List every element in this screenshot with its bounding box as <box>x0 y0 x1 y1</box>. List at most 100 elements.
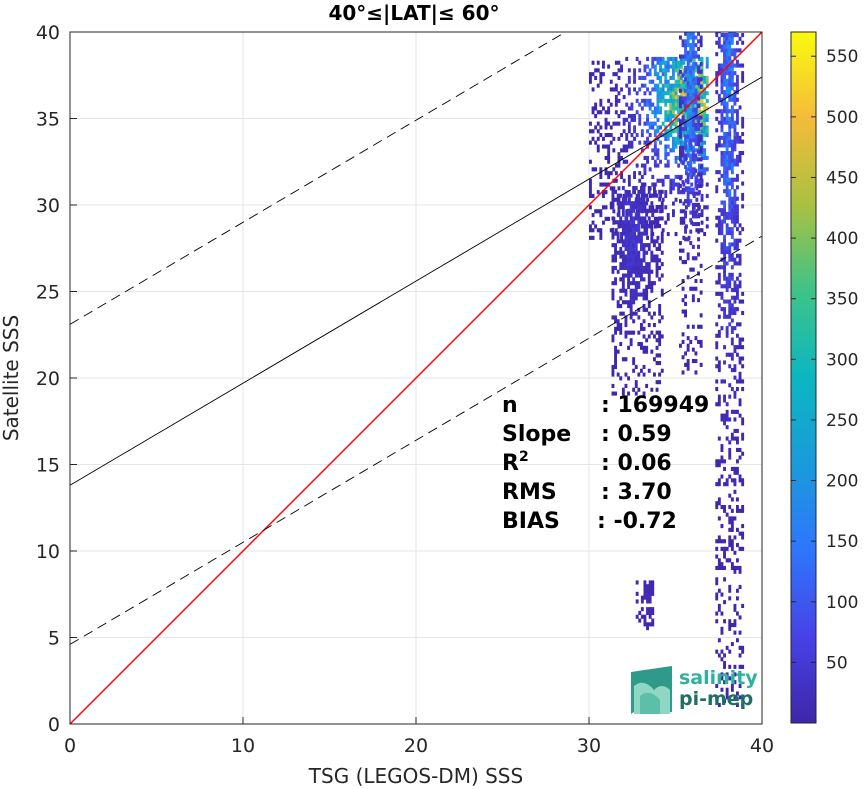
density-cell <box>640 129 644 134</box>
density-cell <box>607 110 611 115</box>
density-cell <box>681 119 685 124</box>
density-cell <box>646 140 649 145</box>
density-cell <box>679 72 683 77</box>
density-cell <box>655 239 659 244</box>
density-cell <box>728 619 732 624</box>
density-cell <box>646 607 649 612</box>
density-cell <box>715 505 719 510</box>
density-cell <box>686 39 690 44</box>
density-cell <box>681 100 685 105</box>
density-cell <box>717 215 721 220</box>
density-cell <box>720 379 724 384</box>
density-cell <box>638 140 642 145</box>
density-cell <box>674 140 678 145</box>
density-cell <box>720 676 724 681</box>
density-cell <box>715 649 719 654</box>
density-cell <box>642 364 646 370</box>
density-cell <box>591 87 595 92</box>
density-cell <box>736 470 739 475</box>
density-cell <box>694 126 698 131</box>
density-cell <box>627 174 631 180</box>
density-cell <box>643 163 647 168</box>
density-cell <box>611 231 615 236</box>
density-cell <box>689 229 693 234</box>
density-cell <box>607 64 611 69</box>
density-cell <box>720 626 724 631</box>
density-cell <box>691 359 695 364</box>
density-cell <box>682 129 686 134</box>
density-cell <box>741 33 745 38</box>
density-cell <box>679 216 683 221</box>
density-cell <box>627 246 630 252</box>
density-cell <box>616 304 620 309</box>
density-cell <box>599 209 603 214</box>
density-cell <box>717 44 721 49</box>
density-cell <box>720 326 724 331</box>
density-cell <box>698 178 701 183</box>
density-cell <box>736 59 739 64</box>
density-cell <box>733 307 737 312</box>
density-cell <box>642 246 646 252</box>
density-cell <box>599 72 603 77</box>
density-cell <box>591 213 595 218</box>
density-cell <box>741 310 745 316</box>
density-cell <box>596 148 600 153</box>
density-cell <box>619 201 623 206</box>
density-cell <box>691 130 695 135</box>
density-cell <box>699 145 703 150</box>
density-cell <box>728 44 732 49</box>
density-cell <box>648 102 652 107</box>
density-cell <box>681 96 685 101</box>
density-cell <box>659 98 662 103</box>
density-cell <box>646 129 649 134</box>
density-cell <box>686 35 690 40</box>
density-cell <box>686 176 690 181</box>
density-cell <box>717 170 721 175</box>
density-cell <box>617 91 621 96</box>
density-cell <box>715 387 719 392</box>
density-cell <box>637 197 641 202</box>
density-cell <box>672 64 675 69</box>
density-cell <box>611 338 615 343</box>
density-cell <box>660 288 664 293</box>
density-cell <box>684 229 687 234</box>
density-cell <box>715 501 719 506</box>
density-cell <box>664 129 668 134</box>
density-cell <box>599 167 603 172</box>
density-cell <box>738 341 742 346</box>
density-cell <box>656 95 660 100</box>
density-cell <box>728 505 732 510</box>
density-cell <box>717 360 721 365</box>
density-cell <box>736 691 739 696</box>
density-cell <box>614 243 617 248</box>
density-cell <box>725 223 729 228</box>
density-cell <box>648 68 652 73</box>
density-cell <box>634 224 638 229</box>
density-cell <box>627 220 630 225</box>
density-cell <box>733 409 737 414</box>
density-cell <box>661 72 665 77</box>
density-cell <box>596 190 600 195</box>
density-cell <box>687 140 691 145</box>
density-cell <box>625 209 629 214</box>
density-cell <box>741 116 745 121</box>
density-cell <box>715 592 719 597</box>
density-cell <box>622 95 626 100</box>
density-cell <box>632 296 636 301</box>
density-cell <box>728 364 732 369</box>
density-cell <box>720 455 724 460</box>
density-cell <box>694 54 698 59</box>
colorbar-tick-label: 200 <box>826 472 858 492</box>
density-cell <box>627 250 630 255</box>
density-cell <box>736 173 739 179</box>
density-cell <box>715 554 719 559</box>
density-cell <box>715 683 719 689</box>
density-cell <box>635 580 639 585</box>
density-cell <box>689 218 693 223</box>
density-cell <box>656 178 660 183</box>
density-cell <box>736 227 739 232</box>
density-cell <box>736 307 739 312</box>
density-cell <box>720 524 724 529</box>
density-cell <box>728 539 732 544</box>
density-cell <box>723 417 726 422</box>
